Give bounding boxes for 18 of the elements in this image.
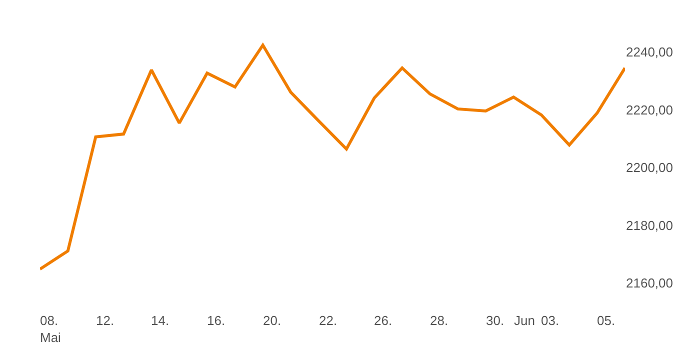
x-tick-label: 12. bbox=[96, 313, 114, 328]
line-series bbox=[40, 44, 625, 271]
x-tick-label: 14. bbox=[151, 313, 170, 328]
y-tick-label: 2160,00 bbox=[626, 276, 673, 291]
y-tick-label: 2200,00 bbox=[626, 160, 673, 176]
x-tick-label: 03. bbox=[541, 313, 560, 328]
y-tick-label: 2180,00 bbox=[626, 218, 673, 233]
x-tick-label: 16. bbox=[207, 313, 226, 328]
x-tick-label: 05. bbox=[597, 313, 616, 328]
x-tick-label: 30. bbox=[486, 313, 504, 328]
x-tick-label: 28. bbox=[430, 313, 448, 328]
x-tick-label: 08. Mai bbox=[40, 313, 62, 345]
x-tick-label: 26. bbox=[374, 313, 392, 328]
y-tick-label: 2220,00 bbox=[626, 102, 673, 118]
x-tick-label: 22. bbox=[319, 313, 338, 328]
y-tick-label: 2240,00 bbox=[626, 44, 673, 60]
x-tick-label: Jun bbox=[514, 313, 535, 328]
x-tick-label: 20. bbox=[263, 313, 282, 328]
